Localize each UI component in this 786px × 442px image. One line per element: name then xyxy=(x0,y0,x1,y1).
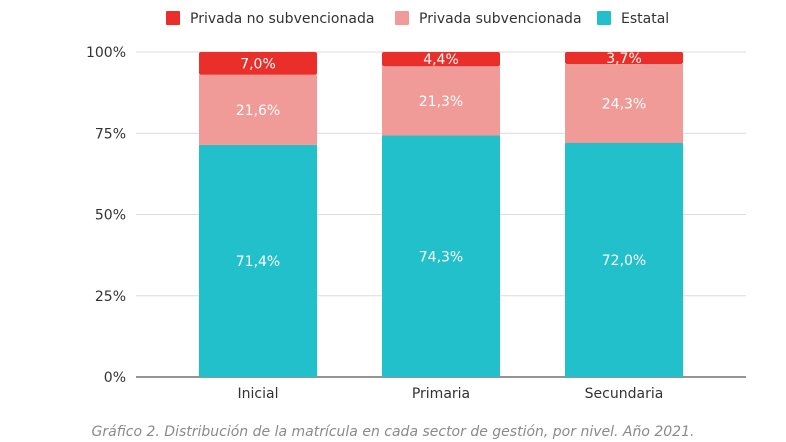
bar-segment xyxy=(382,52,500,67)
legend-swatch xyxy=(166,11,180,25)
x-tick-label: Secundaria xyxy=(585,386,664,402)
bar-segment xyxy=(565,64,683,143)
x-tick-label: Primaria xyxy=(412,386,470,402)
data-label: 24,3% xyxy=(602,97,646,113)
bar-segment xyxy=(565,52,683,65)
data-label: 74,3% xyxy=(419,249,463,265)
legend-swatch xyxy=(395,11,409,25)
legend-swatch xyxy=(597,11,611,25)
bar-segment xyxy=(199,144,317,377)
y-tick-label: 25% xyxy=(95,289,126,305)
bar-segment xyxy=(199,52,317,75)
y-tick-label: 100% xyxy=(86,45,126,61)
bar-segment xyxy=(565,143,683,377)
legend-label: Estatal xyxy=(621,11,669,27)
data-label: 4,4% xyxy=(423,52,459,68)
legend-label: Privada no subvencionada xyxy=(190,11,374,27)
stacked-bar-chart: 0% 25% 50% 75% 100% 71,4% 21,6% 7,0% Inicial 74,3… xyxy=(86,11,746,402)
y-tick-label: 75% xyxy=(95,126,126,142)
data-label: 21,6% xyxy=(236,103,280,119)
legend-label: Privada subvencionada xyxy=(419,11,582,27)
data-label: 21,3% xyxy=(419,94,463,110)
data-label: 72,0% xyxy=(602,253,646,269)
data-label: 3,7% xyxy=(606,51,642,67)
bar-segment xyxy=(382,66,500,136)
chart-caption: Gráfico 2. Distribución de la matrícula … xyxy=(91,424,695,440)
x-tick-label: Inicial xyxy=(238,386,279,402)
bar-segment xyxy=(382,135,500,377)
bar-segment xyxy=(199,74,317,145)
y-tick-label: 0% xyxy=(104,370,126,386)
data-label: 7,0% xyxy=(240,56,276,72)
data-label: 71,4% xyxy=(236,254,280,270)
y-tick-label: 50% xyxy=(95,208,126,224)
